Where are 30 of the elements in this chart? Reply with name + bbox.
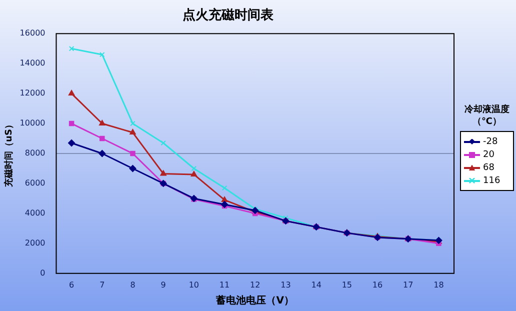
x-tick-label: 17: [403, 280, 414, 290]
y-tick-label: 2000: [24, 238, 46, 248]
legend-label: 68: [483, 162, 494, 172]
x-tick-label: 16: [372, 280, 383, 290]
x-tick-label: 13: [280, 280, 291, 290]
y-tick-label: 4000: [24, 208, 46, 218]
x-tick-label: 18: [434, 280, 444, 290]
chart-title: 点火充磁时间表: [182, 7, 274, 24]
y-tick-label: 10000: [20, 118, 46, 128]
x-tick-label: 14: [311, 280, 322, 290]
x-tick-label: 9: [160, 280, 166, 290]
x-axis-title: 蓄电池电压（V）: [215, 294, 294, 307]
y-tick-label: 12000: [20, 88, 46, 98]
y-tick-label: 6000: [24, 178, 46, 188]
x-tick-label: 12: [250, 280, 260, 290]
legend-label: -28: [483, 136, 498, 146]
legend-title: 冷却液温度（℃）: [464, 104, 510, 128]
y-axis-title: 充磁时间（uS）: [4, 120, 15, 188]
x-tick-label: 11: [219, 280, 230, 290]
y-tick-label: 16000: [20, 28, 46, 38]
legend-label: 20: [483, 150, 494, 160]
y-tick-label: 0: [40, 268, 46, 278]
x-tick-label: 7: [100, 280, 105, 290]
y-tick-label: 14000: [20, 58, 46, 68]
y-tick-label: 8000: [24, 148, 46, 158]
x-tick-label: 15: [342, 280, 352, 290]
x-tick-label: 6: [69, 280, 74, 290]
x-tick-label: 8: [130, 280, 136, 290]
legend-label: 116: [483, 176, 500, 186]
x-tick-label: 10: [188, 280, 200, 290]
